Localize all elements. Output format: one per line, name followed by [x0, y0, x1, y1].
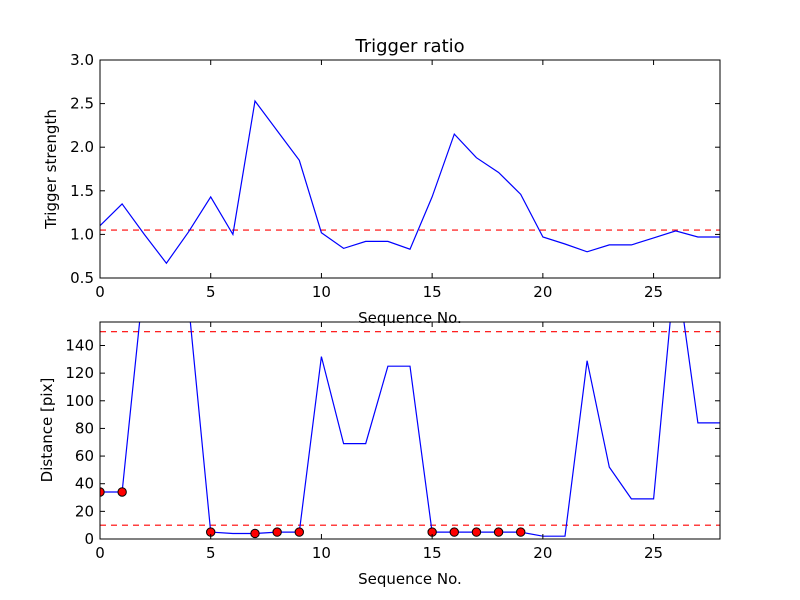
bottom-marker-point	[449, 527, 459, 537]
bottom-y-tick-label: 80	[75, 419, 94, 437]
bottom-axis-ticks: 0 5 10 15 20 25 0 20 40 60 80 100 120 140	[65, 322, 720, 562]
bottom-y-axis-label: Distance [pix]	[38, 378, 56, 483]
bottom-y-tick-label: 0	[84, 530, 94, 548]
bottom-axes-frame	[99, 321, 721, 540]
top-x-tick-label: 5	[206, 283, 216, 301]
top-y-tick-label: 2.0	[70, 138, 94, 156]
bottom-x-tick-label: 10	[312, 544, 331, 562]
bottom-x-axis-label: Sequence No.	[358, 570, 462, 588]
top-series-line	[100, 99, 720, 265]
bottom-marker-point	[471, 527, 482, 537]
top-x-tick-label: 0	[95, 283, 105, 301]
bottom-y-tick-label: 140	[65, 336, 94, 354]
top-y-tick-label: 1.0	[70, 225, 94, 243]
bottom-y-tick-label: 40	[75, 475, 94, 493]
bottom-marker-point	[493, 527, 504, 537]
bottom-y-tick-label: 100	[65, 392, 94, 410]
top-x-tick-label: 15	[423, 283, 442, 301]
top-y-tick-label: 0.5	[70, 269, 94, 287]
top-y-tick-label: 2.5	[70, 95, 94, 113]
top-y-axis-label: Trigger strength	[42, 109, 60, 230]
top-y-tick-label: 3.0	[70, 51, 94, 69]
top-axis-ticks: 0 5 10 15 20 25 0.5 1.0 1.5 2.0 2.5 3.0	[70, 51, 720, 301]
bottom-marker-point	[294, 527, 304, 537]
bottom-marker-point	[272, 527, 282, 537]
bottom-y-tick-label: 60	[75, 447, 94, 465]
bottom-x-tick-label: 15	[423, 544, 442, 562]
top-plot-area	[100, 99, 720, 265]
bottom-marker-point	[516, 527, 526, 537]
top-x-tick-label: 25	[644, 283, 663, 301]
bottom-y-tick-label: 20	[75, 502, 94, 520]
bottom-y-tick-label: 120	[65, 364, 94, 382]
top-x-tick-label: 10	[312, 283, 331, 301]
bottom-x-tick-label: 20	[533, 544, 552, 562]
top-x-tick-label: 20	[533, 283, 552, 301]
bottom-marker-point	[250, 528, 260, 539]
bottom-subplot: 0 5 10 15 20 25 0 20 40 60 80 100 120 140 Sequence No…	[38, 321, 721, 588]
top-axes-frame	[99, 59, 721, 279]
top-x-axis-label: Sequence No.	[358, 309, 462, 327]
bottom-series-line	[100, 322, 720, 537]
bottom-marker-point	[117, 487, 127, 497]
bottom-x-tick-label: 25	[644, 544, 663, 562]
bottom-x-tick-label: 0	[95, 544, 105, 562]
bottom-x-tick-label: 5	[206, 544, 216, 562]
top-y-tick-label: 1.5	[70, 182, 94, 200]
top-chart-title: Trigger ratio	[354, 36, 464, 57]
